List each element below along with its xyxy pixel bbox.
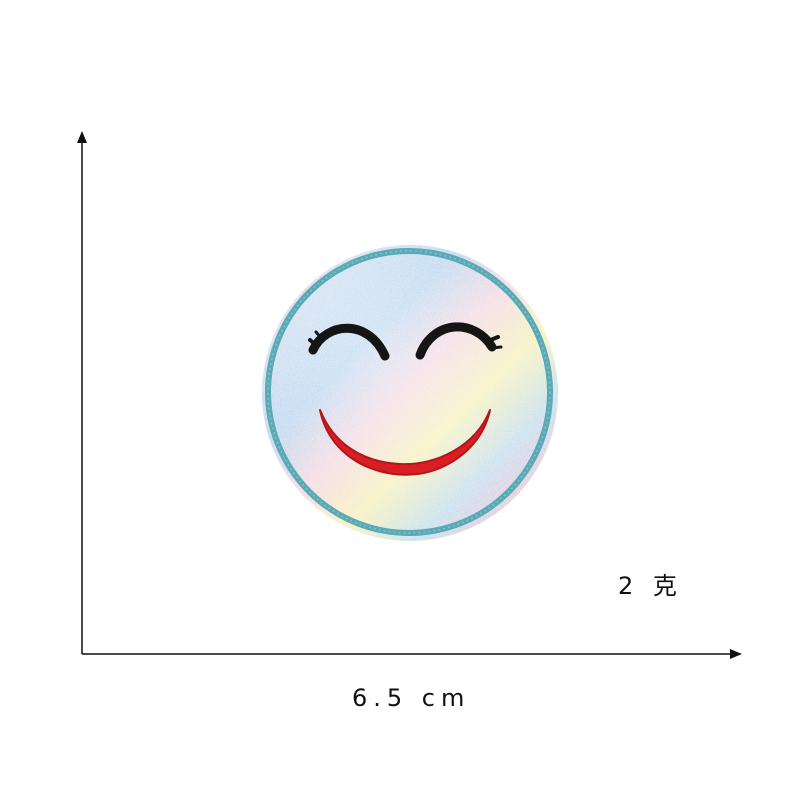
dimension-axes [77, 131, 742, 659]
patch-border-highlight [267, 250, 551, 534]
x-axis-arrowhead [730, 649, 742, 659]
smiley-patch [262, 245, 558, 541]
y-axis-arrowhead [77, 131, 87, 143]
width-dimension-label: 6.5 cm [352, 684, 471, 712]
left-eye-icon [308, 323, 390, 361]
weight-label: 2 克 [618, 572, 683, 600]
patch-sheen [262, 245, 558, 541]
smile-mouth-icon [319, 409, 491, 476]
right-eye-icon [415, 322, 503, 360]
